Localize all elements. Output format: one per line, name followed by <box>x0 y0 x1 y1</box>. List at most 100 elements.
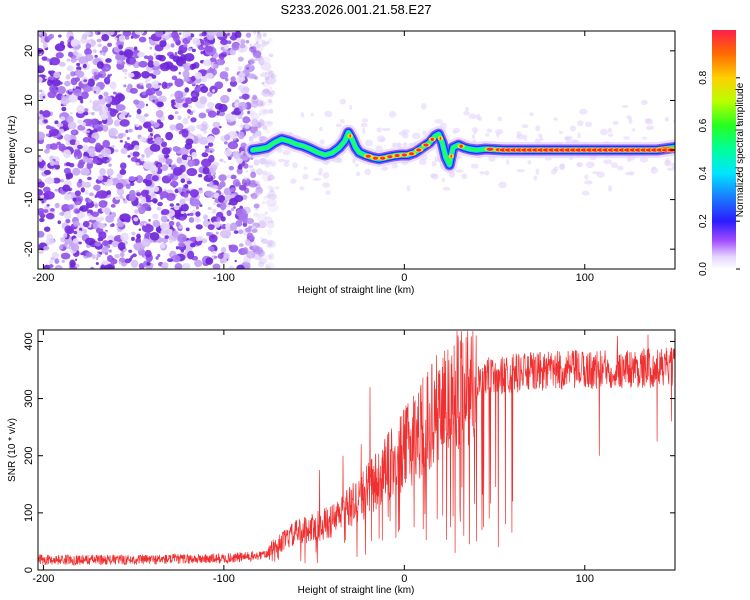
noise-blob <box>176 203 180 206</box>
noise-blob <box>183 53 195 62</box>
noise-speck <box>361 118 369 123</box>
noise-blob <box>64 80 71 87</box>
noise-blob <box>180 178 186 184</box>
noise-blob <box>203 59 212 67</box>
noise-blob <box>54 120 59 125</box>
noise-blob <box>108 115 112 120</box>
noise-blob <box>155 133 160 138</box>
noise-speck <box>610 162 619 169</box>
noise-blob <box>99 216 105 221</box>
noise-speck <box>671 162 675 169</box>
noise-blob <box>111 240 120 248</box>
noise-blob <box>256 213 268 222</box>
noise-blob <box>103 264 115 269</box>
noise-speck <box>355 163 359 168</box>
noise-blob <box>266 229 273 236</box>
noise-blob <box>141 91 147 96</box>
noise-blob <box>266 171 274 178</box>
snr-y-tick-label-0: 0 <box>23 567 35 573</box>
noise-blob <box>238 184 247 191</box>
noise-blob <box>219 229 232 239</box>
noise-blob <box>211 208 217 215</box>
noise-blob <box>231 42 240 51</box>
noise-blob <box>140 197 147 204</box>
noise-blob <box>113 109 119 114</box>
noise-blob <box>250 171 257 179</box>
noise-blob <box>248 235 256 241</box>
noise-blob <box>237 56 244 62</box>
noise-blob <box>261 42 267 47</box>
noise-blob <box>97 43 103 48</box>
noise-speck <box>599 128 608 136</box>
noise-blob <box>214 255 218 259</box>
noise-blob <box>268 193 278 200</box>
noise-blob <box>176 156 182 164</box>
noise-blob <box>151 151 154 155</box>
noise-blob <box>161 164 169 172</box>
noise-blob <box>70 77 78 86</box>
noise-speck <box>559 163 566 171</box>
noise-blob <box>124 258 131 264</box>
noise-blob <box>169 124 177 131</box>
noise-blob <box>257 98 261 102</box>
noise-blob <box>266 194 271 199</box>
noise-speck <box>352 157 356 164</box>
noise-speck <box>577 132 581 139</box>
noise-speck <box>422 129 427 136</box>
noise-speck <box>479 171 486 175</box>
noise-blob <box>119 193 123 197</box>
noise-blob <box>171 75 178 81</box>
noise-blob <box>157 253 161 258</box>
noise-blob <box>172 33 180 42</box>
noise-blob <box>155 54 163 61</box>
noise-blob <box>93 184 101 191</box>
noise-blob <box>242 116 251 124</box>
noise-blob <box>66 226 74 235</box>
noise-blob <box>182 117 189 125</box>
noise-blob <box>139 82 144 86</box>
noise-blob <box>38 156 43 162</box>
noise-blob <box>143 161 153 170</box>
noise-blob <box>141 154 145 158</box>
snr-x-tick-label-1: -100 <box>213 573 235 585</box>
noise-blob <box>227 88 232 93</box>
noise-blob <box>152 198 158 204</box>
noise-blob <box>101 45 109 53</box>
noise-blob <box>181 262 191 269</box>
noise-blob <box>89 192 94 197</box>
noise-blob <box>49 61 53 66</box>
noise-blob <box>248 225 253 229</box>
noise-blob <box>128 114 132 118</box>
noise-blob <box>245 170 249 173</box>
spectrogram-y-axis-label: Frequency (Hz) <box>7 116 18 185</box>
noise-blob <box>128 128 133 133</box>
noise-blob <box>216 216 221 222</box>
noise-speck <box>401 129 410 134</box>
noise-blob <box>165 131 174 141</box>
noise-blob <box>101 34 110 42</box>
noise-blob <box>177 233 187 243</box>
noise-blob <box>72 238 80 244</box>
noise-blob <box>45 212 55 220</box>
noise-blob <box>117 133 124 139</box>
noise-blob <box>38 188 44 196</box>
noise-blob <box>265 264 269 268</box>
noise-blob <box>43 226 51 232</box>
noise-speck <box>478 116 482 122</box>
noise-blob <box>43 119 48 124</box>
noise-blob <box>145 83 152 89</box>
noise-blob <box>173 205 180 211</box>
noise-blob <box>141 70 151 79</box>
noise-blob <box>54 188 59 192</box>
noise-blob <box>250 192 258 200</box>
noise-blob <box>166 192 176 202</box>
noise-blob <box>132 151 140 157</box>
noise-blob <box>191 48 196 53</box>
noise-blob <box>249 43 252 47</box>
noise-blob <box>102 176 108 183</box>
noise-blob <box>140 156 145 162</box>
noise-speck <box>360 122 368 128</box>
noise-speck <box>442 186 451 191</box>
noise-blob <box>122 31 132 37</box>
noise-blob <box>257 220 267 229</box>
